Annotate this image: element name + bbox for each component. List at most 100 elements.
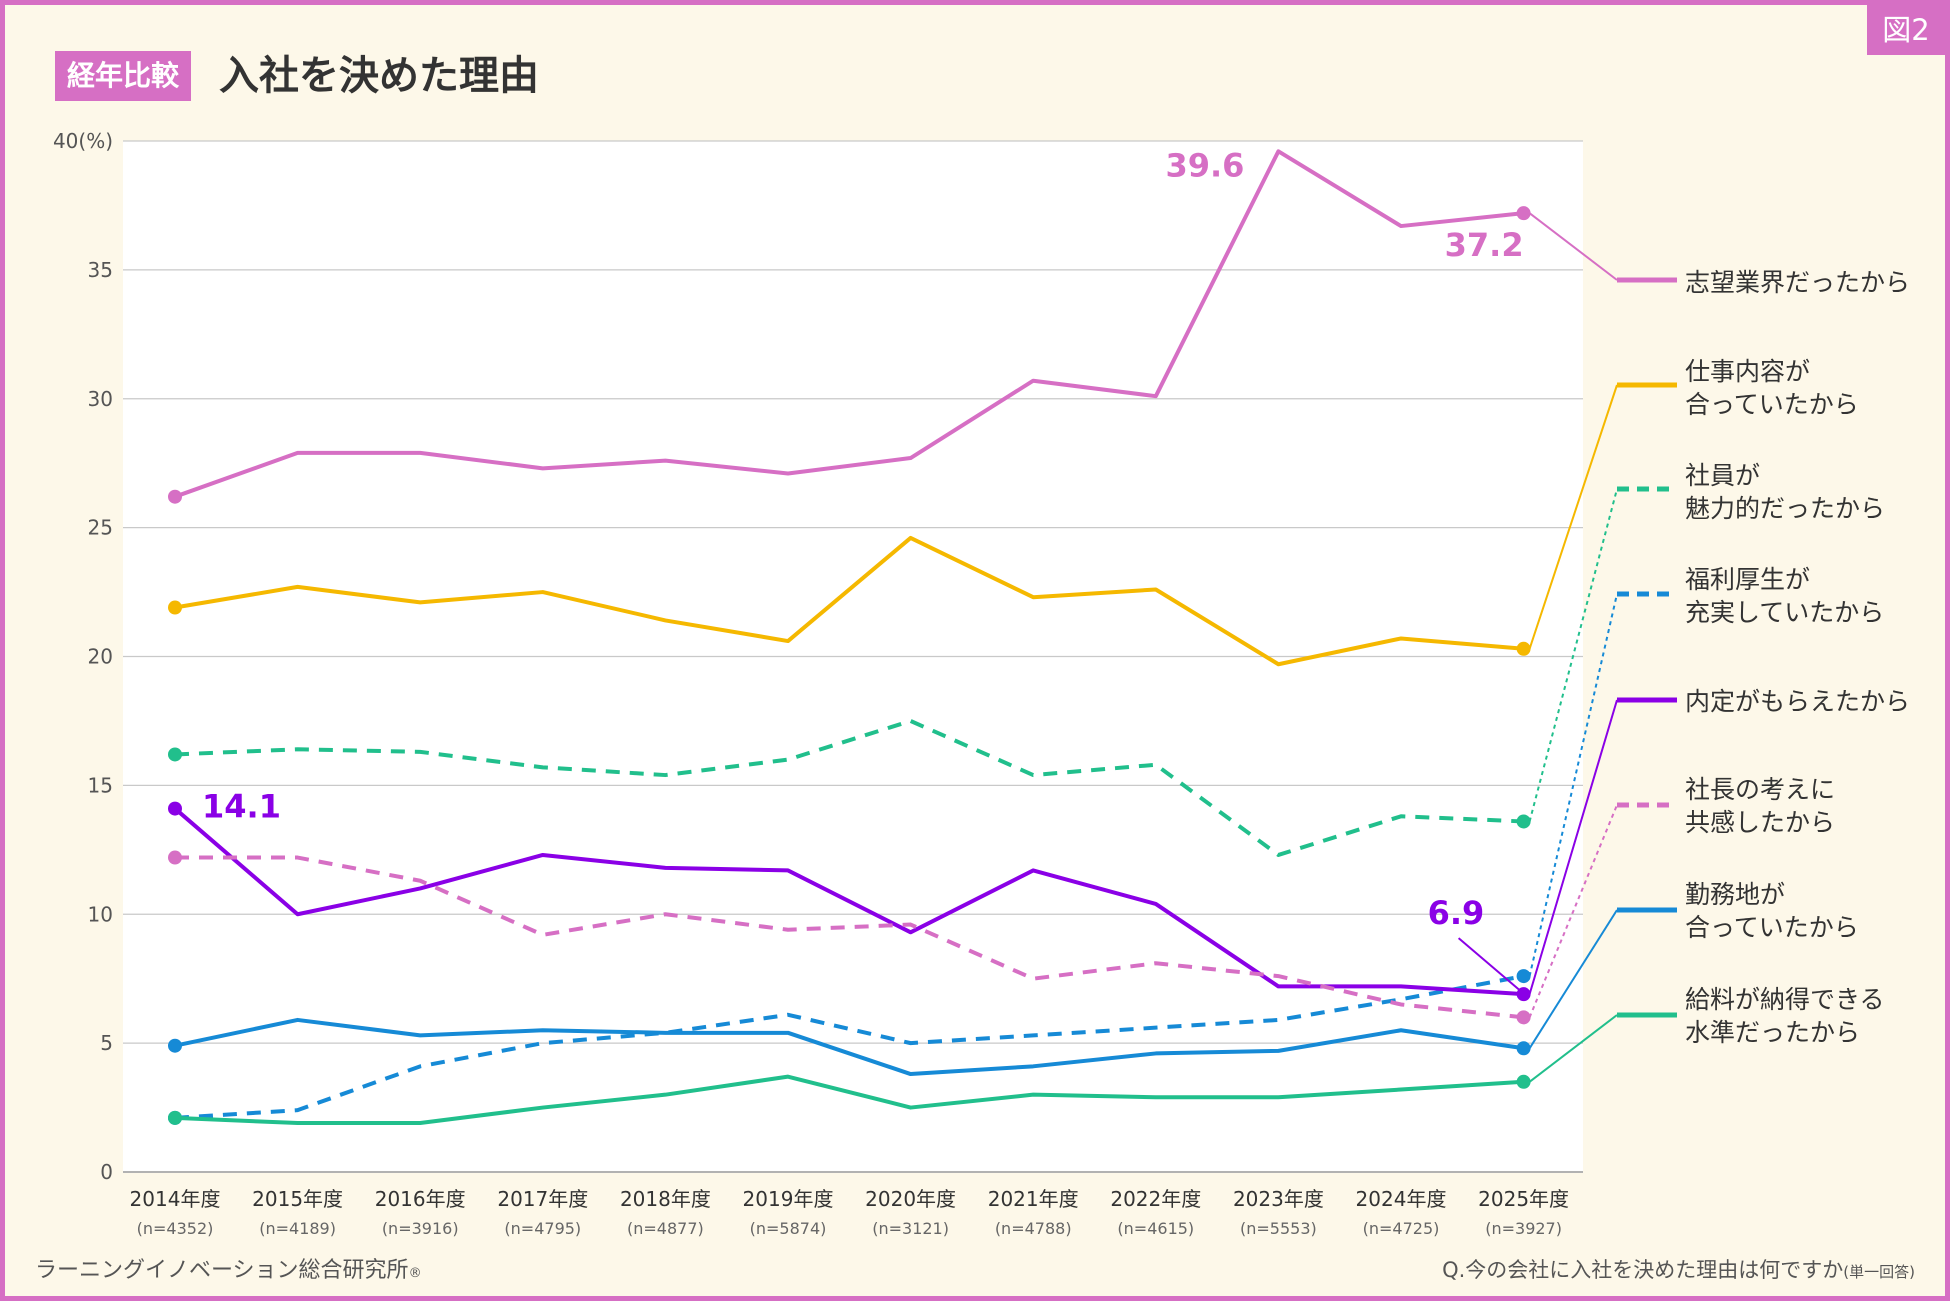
legend-connector: [1528, 488, 1618, 822]
data-point-marker: [1516, 1074, 1531, 1089]
source-text: ラーニングイノベーション総合研究所: [35, 1258, 409, 1283]
data-point-marker: [168, 1038, 182, 1053]
chart-title: 入社を決めた理由: [219, 53, 539, 99]
data-point-marker: [1516, 1041, 1531, 1056]
legend-label: 内定がもらえたから: [1685, 687, 1910, 716]
x-tick-label: 2021年度: [988, 1187, 1079, 1211]
data-point-marker: [1516, 969, 1531, 984]
source-credit: ラーニングイノベーション総合研究所®: [35, 1252, 422, 1284]
y-axis-ticks: 0 5 10 15 20 25 30 35 40(%): [53, 129, 113, 1184]
legend-connector: [1528, 699, 1618, 995]
x-sample-size-label: (n=4615): [1117, 1219, 1194, 1238]
data-value-label: 6.9: [1428, 894, 1485, 932]
legend-connector: [1528, 1014, 1618, 1083]
series-line: [175, 855, 1524, 1020]
legend-connector: [1528, 909, 1618, 1049]
data-point-marker: [168, 600, 182, 615]
series-line: [173, 807, 1524, 997]
x-axis-ticks: 2014年度 (n=4352) 2015年度 (n=4189) 2016年度 (n=391…: [130, 1187, 1570, 1238]
x-tick-label: 2014年度: [130, 1187, 221, 1211]
legend-label: 水準だったから: [1685, 1018, 1860, 1047]
x-sample-size-label: (n=4795): [504, 1219, 581, 1238]
x-sample-size-label: (n=3927): [1485, 1219, 1562, 1238]
data-point-marker: [168, 747, 182, 762]
series-line: [174, 535, 1524, 667]
x-tick-label: 2020年度: [865, 1187, 956, 1211]
legend-label: 合っていたから: [1685, 390, 1859, 419]
data-point-marker: [1516, 206, 1531, 221]
y-tick-label: 30: [88, 387, 113, 411]
data-point-marker: [1516, 987, 1531, 1002]
y-tick-label: 35: [88, 258, 113, 282]
legend-label: 福利厚生が: [1685, 565, 1810, 594]
data-point-marker: [168, 1110, 182, 1125]
x-sample-size-label: (n=5553): [1240, 1219, 1317, 1238]
legend-label: 社長の考えに: [1685, 775, 1835, 804]
data-labels: 39.6 37.2 14.1 6.9: [202, 146, 1524, 991]
legend-connector: [1528, 804, 1618, 1018]
data-value-label: 39.6: [1165, 146, 1244, 184]
x-tick-label: 2022年度: [1110, 1187, 1201, 1211]
legend: 志望業界だったから仕事内容が合っていたから社員が魅力的だったから福利厚生が充実し…: [1528, 212, 1910, 1083]
legend-label: 志望業界だったから: [1685, 268, 1910, 297]
x-sample-size-label: (n=5874): [750, 1219, 827, 1238]
survey-question: Q.今の会社に入社を決めた理由は何ですか(単一回答): [1442, 1254, 1915, 1284]
series-lines: [168, 149, 1531, 1126]
data-value-label: 14.1: [202, 788, 281, 826]
data-value-label: 37.2: [1445, 226, 1524, 264]
legend-label: 勤務地が: [1685, 880, 1785, 909]
gridlines: [123, 140, 1583, 1173]
legend-label: 給料が納得できる: [1685, 985, 1885, 1014]
x-sample-size-label: (n=4788): [995, 1219, 1072, 1238]
y-tick-label: 25: [88, 516, 113, 540]
series-line: [174, 1074, 1524, 1126]
y-tick-label: 5: [100, 1031, 113, 1055]
legend-connector: [1528, 593, 1618, 977]
registered-mark: ®: [408, 1266, 422, 1281]
x-tick-label: 2019年度: [743, 1187, 834, 1211]
x-sample-size-label: (n=4877): [627, 1219, 704, 1238]
series-line: [174, 1017, 1524, 1077]
x-tick-label: 2023年度: [1233, 1187, 1324, 1211]
legend-connector: [1528, 212, 1618, 281]
legend-label: 合っていたから: [1685, 913, 1859, 942]
x-tick-label: 2024年度: [1356, 1187, 1447, 1211]
data-point-marker: [1516, 1010, 1531, 1025]
series-line: [174, 718, 1524, 857]
legend-label: 魅力的だったから: [1685, 494, 1885, 523]
legend-label: 共感したから: [1685, 808, 1835, 837]
x-tick-label: 2017年度: [497, 1187, 588, 1211]
legend-label: 仕事内容が: [1685, 357, 1810, 386]
data-point-marker: [1516, 814, 1531, 829]
y-tick-label: 0: [100, 1160, 113, 1184]
data-point-marker: [168, 801, 182, 816]
x-tick-label: 2025年度: [1478, 1187, 1569, 1211]
x-tick-label: 2015年度: [252, 1187, 343, 1211]
x-sample-size-label: (n=4189): [259, 1219, 336, 1238]
x-tick-label: 2018年度: [620, 1187, 711, 1211]
legend-connector: [1528, 384, 1618, 650]
comparison-tag: 経年比較: [55, 51, 192, 101]
data-point-marker: [168, 489, 182, 504]
data-point-marker: [1516, 641, 1531, 656]
answer-type-note: (単一回答): [1843, 1263, 1915, 1281]
figure-number-badge: 図2: [1867, 5, 1945, 55]
x-sample-size-label: (n=4352): [137, 1219, 214, 1238]
x-sample-size-label: (n=3916): [382, 1219, 459, 1238]
legend-label: 社員が: [1685, 461, 1760, 490]
y-tick-label: 10: [88, 902, 113, 926]
y-tick-label: 20: [88, 645, 113, 669]
series-line: [174, 149, 1524, 499]
x-tick-label: 2016年度: [375, 1187, 466, 1211]
y-tick-label: 15: [88, 773, 113, 797]
x-sample-size-label: (n=4725): [1363, 1219, 1440, 1238]
data-label-pointer: [1457, 937, 1521, 991]
data-point-marker: [168, 850, 182, 865]
legend-label: 充実していたから: [1685, 598, 1884, 627]
series-line: [174, 974, 1524, 1120]
x-sample-size-label: (n=3121): [872, 1219, 949, 1238]
y-tick-label: 40(%): [53, 129, 113, 153]
line-chart: 0 5 10 15 20 25 30 35 40(%) 2014年度 (n=4352) 2015年度…: [53, 129, 1910, 1238]
question-text: Q.今の会社に入社を決めた理由は何ですか: [1442, 1258, 1844, 1282]
